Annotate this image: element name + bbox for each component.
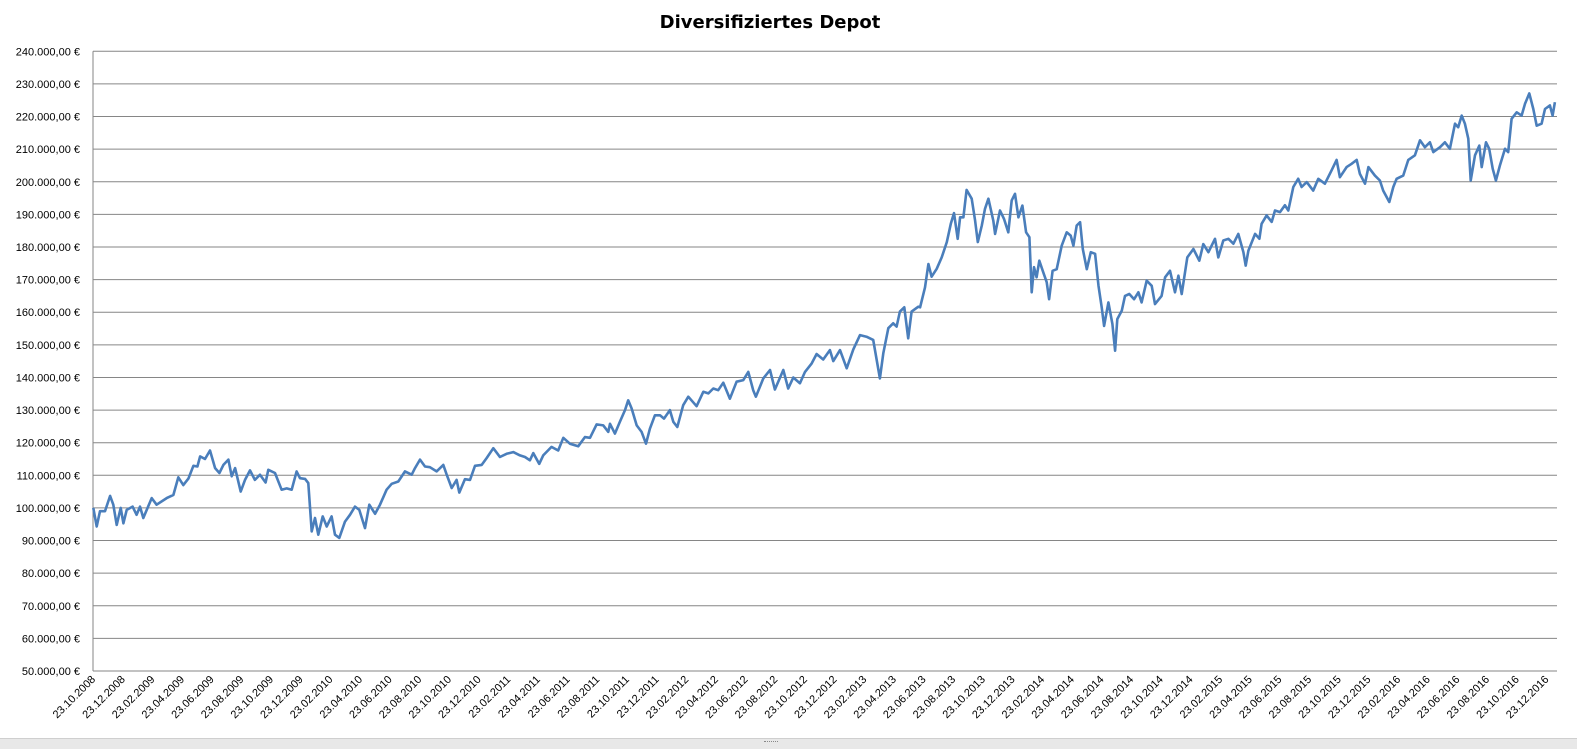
y-tick-label: 210.000,00 € bbox=[16, 144, 80, 156]
y-tick-label: 180.000,00 € bbox=[16, 242, 80, 254]
y-tick-label: 230.000,00 € bbox=[16, 79, 80, 91]
y-tick-label: 160.000,00 € bbox=[16, 307, 80, 319]
series-layer bbox=[92, 92, 1557, 540]
y-tick-label: 220.000,00 € bbox=[16, 112, 80, 124]
horizontal-scrollbar[interactable] bbox=[0, 738, 1577, 749]
y-tick-label: 150.000,00 € bbox=[16, 340, 80, 352]
y-tick-label: 130.000,00 € bbox=[16, 405, 80, 417]
y-tick-label: 90.000,00 € bbox=[22, 536, 80, 548]
y-tick-label: 60.000,00 € bbox=[22, 633, 80, 645]
y-tick-label: 50.000,00 € bbox=[22, 666, 80, 678]
y-tick-label: 190.000,00 € bbox=[16, 209, 80, 221]
y-tick-label: 170.000,00 € bbox=[16, 275, 80, 287]
y-tick-label: 70.000,00 € bbox=[22, 601, 80, 613]
x-axis: 23.10.200823.12.200823.02.200923.04.2009… bbox=[51, 674, 1552, 721]
series-line bbox=[92, 92, 1557, 540]
gridlines bbox=[93, 50, 1557, 672]
y-axis: 50.000,00 € 60.000,00 € 70.000,00 € 80.000,… bbox=[16, 46, 94, 678]
scrollbar-grip[interactable] bbox=[764, 741, 778, 745]
y-tick-label: 200.000,00 € bbox=[16, 177, 80, 189]
chart-title: Diversifiziertes Depot bbox=[660, 12, 881, 33]
y-tick-label: 110.000,00 € bbox=[17, 470, 80, 482]
y-tick-label: 100.000,00 € bbox=[16, 503, 80, 515]
y-tick-label: 120.000,00 € bbox=[16, 438, 80, 450]
y-tick-label: 80.000,00 € bbox=[22, 568, 80, 580]
y-tick-label: 140.000,00 € bbox=[16, 372, 80, 384]
y-tick-label: 240.000,00 € bbox=[16, 46, 80, 58]
